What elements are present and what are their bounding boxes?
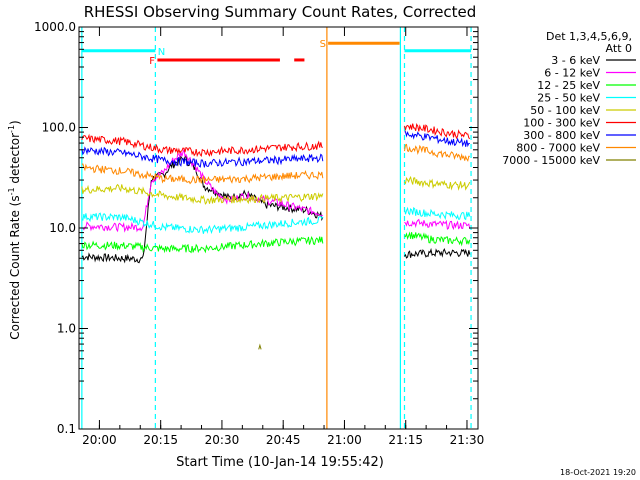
series-line <box>81 122 471 158</box>
x-tick-label: 21:15 <box>388 433 423 447</box>
observing-flags: NF S <box>81 39 472 67</box>
x-tick-label: 21:30 <box>450 433 485 447</box>
legend-header-line2: Att 0 <box>606 42 632 55</box>
legend-header-line1: Det 1,3,4,5,6,9, <box>546 30 632 43</box>
y-tick-label: 1000.0 <box>34 20 76 34</box>
x-tick-label: 20:30 <box>205 433 240 447</box>
chart-title: RHESSI Observing Summary Count Rates, Co… <box>84 3 477 21</box>
legend-label: 12 - 25 keV <box>537 79 600 92</box>
y-tick-label: 0.1 <box>57 422 76 436</box>
x-tick-label: 21:00 <box>327 433 362 447</box>
x-axis: 20:00 20:15 20:30 20:45 21:00 21:15 21:30 <box>78 27 485 447</box>
series-line <box>81 149 471 233</box>
y-tick-label: 1.0 <box>57 322 76 336</box>
legend-label: 300 - 800 keV <box>523 129 600 142</box>
segment-boundaries <box>81 27 472 429</box>
y-axis-label: Corrected Count Rate (s-1 detector-1) <box>7 120 22 339</box>
y-tick-label: 100.0 <box>42 121 76 135</box>
y-axis-label-mid: detector <box>8 133 22 188</box>
flag-label: N <box>158 47 165 58</box>
series-line <box>258 343 262 350</box>
y-tick-label: 10.0 <box>49 221 76 235</box>
legend-label: 25 - 50 keV <box>537 92 600 105</box>
legend-label: 50 - 100 keV <box>530 104 600 117</box>
x-tick-label: 20:15 <box>143 433 178 447</box>
legend-label: 7000 - 15000 keV <box>502 154 600 167</box>
legend-label: 100 - 300 keV <box>523 117 600 130</box>
series-line <box>81 130 470 168</box>
series-line <box>81 143 470 185</box>
x-tick-label: 20:00 <box>82 433 117 447</box>
x-tick-label: 20:45 <box>266 433 301 447</box>
flag-label: S <box>320 39 326 50</box>
legend-label: 6 - 12 keV <box>544 67 600 80</box>
flag-label: F <box>149 56 155 67</box>
legend-label: 800 - 7000 keV <box>516 142 600 155</box>
legend-label: 3 - 6 keV <box>551 54 600 67</box>
series-line <box>81 175 471 205</box>
y-axis-label-exp1: -1 <box>7 187 16 195</box>
x-axis-label: Start Time (10-Jan-14 19:55:42) <box>176 455 384 470</box>
data-series <box>81 122 471 350</box>
y-axis-label-main: Corrected Count Rate (s <box>8 195 22 339</box>
y-axis-label-exp2: -1 <box>7 125 16 133</box>
y-axis-label-end: ) <box>8 120 22 125</box>
footer-date: 18-Oct-2021 19:20 <box>560 468 636 477</box>
series-line <box>81 231 471 254</box>
y-axis: 0.1 1.0 10.0 100.0 1000.0 <box>34 20 478 436</box>
series-line <box>81 206 471 235</box>
